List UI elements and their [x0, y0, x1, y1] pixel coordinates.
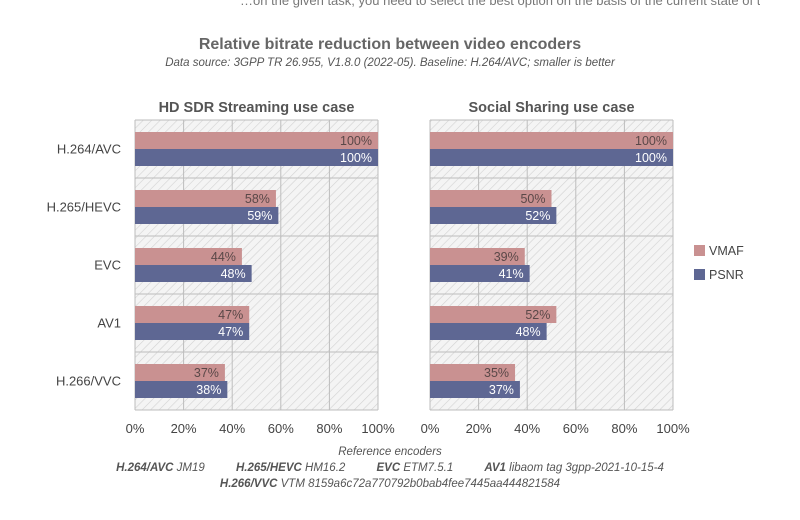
- x-tick-label: 0%: [421, 421, 440, 436]
- panel-title: HD SDR Streaming use case: [159, 100, 355, 116]
- encoder-evc: EVC ETM7.5.1: [376, 462, 454, 474]
- bar-value-label: 52%: [525, 308, 550, 322]
- bar-value-label: 100%: [635, 134, 667, 148]
- bar-value-label: 50%: [520, 192, 545, 206]
- bar-psnr: [430, 381, 520, 398]
- bar-psnr: [135, 207, 279, 224]
- bar-vmaf: [135, 248, 242, 265]
- bar-value-label: 59%: [247, 209, 272, 223]
- bar-psnr: [430, 207, 557, 224]
- x-tick-label: 20%: [171, 421, 197, 436]
- encoder-vvc: H.266/VVC VTM 8159a6c72a770792b0bab4fee7…: [219, 478, 561, 490]
- bar-value-label: 100%: [340, 134, 372, 148]
- legend-swatch-psnr: [694, 269, 705, 280]
- bar-value-label: 48%: [516, 325, 541, 339]
- bar-value-label: 48%: [221, 267, 246, 281]
- encoder-avc: H.264/AVC JM19: [116, 462, 205, 474]
- x-tick-label: 80%: [316, 421, 342, 436]
- category-label: H.264/AVC: [57, 142, 121, 157]
- bar-vmaf: [135, 132, 378, 149]
- bar-vmaf: [430, 364, 516, 381]
- x-tick-label: 0%: [126, 421, 145, 436]
- encoder-hevc: H.265/HEVC HM16.2: [235, 462, 346, 474]
- legend-label-psnr: PSNR: [709, 268, 744, 282]
- x-tick-label: 80%: [611, 421, 637, 436]
- category-label: H.266/VVC: [56, 374, 121, 389]
- footer-encoders-row2: H.266/VVC VTM 8159a6c72a770792b0bab4fee7…: [0, 478, 780, 490]
- x-tick-label: 40%: [219, 421, 245, 436]
- bar-value-label: 47%: [218, 308, 243, 322]
- bar-vmaf: [430, 306, 557, 323]
- bar-value-label: 41%: [499, 267, 524, 281]
- encoder-av1: AV1 libaom tag 3gpp-2021-10-15-4: [484, 462, 664, 474]
- bar-vmaf: [430, 190, 552, 207]
- footer-encoders-row1: H.264/AVC JM19 H.265/HEVC HM16.2 EVC ETM…: [0, 462, 780, 474]
- category-label: EVC: [94, 258, 121, 273]
- bar-psnr: [430, 323, 547, 340]
- bar-value-label: 47%: [218, 325, 243, 339]
- bar-psnr: [430, 265, 530, 282]
- bar-value-label: 58%: [245, 192, 270, 206]
- chart-subtitle: Data source: 3GPP TR 26.955, V1.8.0 (202…: [165, 57, 615, 69]
- bar-vmaf: [135, 306, 250, 323]
- x-tick-label: 40%: [514, 421, 540, 436]
- bar-vmaf: [135, 190, 276, 207]
- panel-2: Social Sharing use case 0% 20% 40% 60% 80% 100…: [421, 100, 690, 436]
- bar-value-label: 52%: [525, 209, 550, 223]
- x-tick-label: 100%: [361, 421, 395, 436]
- bar-psnr: [135, 381, 228, 398]
- footer-heading: Reference encoders: [338, 446, 442, 458]
- bar-value-label: 38%: [196, 383, 221, 397]
- bar-vmaf: [430, 132, 673, 149]
- x-tick-label: 60%: [268, 421, 294, 436]
- bar-value-label: 44%: [211, 250, 236, 264]
- legend-swatch-vmaf: [694, 245, 705, 256]
- bar-vmaf: [135, 364, 225, 381]
- legend: VMAF PSNR: [694, 244, 744, 282]
- bar-value-label: 37%: [194, 366, 219, 380]
- bar-psnr: [135, 149, 378, 166]
- bar-psnr: [135, 265, 252, 282]
- panel-title: Social Sharing use case: [468, 100, 634, 116]
- legend-label-vmaf: VMAF: [709, 244, 744, 258]
- x-tick-label: 60%: [563, 421, 589, 436]
- x-tick-label: 100%: [656, 421, 690, 436]
- category-label: H.265/HEVC: [47, 200, 121, 215]
- bar-psnr: [135, 323, 250, 340]
- x-tick-label: 20%: [466, 421, 492, 436]
- bar-value-label: 35%: [484, 366, 509, 380]
- category-label: AV1: [97, 316, 121, 331]
- bar-value-label: 37%: [489, 383, 514, 397]
- chart-title: Relative bitrate reduction between video…: [198, 36, 582, 53]
- bar-value-label: 100%: [635, 151, 667, 165]
- cropped-top-text: …on the given task, you need to select t…: [240, 0, 760, 8]
- bar-vmaf: [430, 248, 525, 265]
- bar-value-label: 39%: [494, 250, 519, 264]
- panel-1: HD SDR Streaming use case 0% 20% 40% 60% 80% 1…: [47, 100, 395, 436]
- bar-value-label: 100%: [340, 151, 372, 165]
- bar-psnr: [430, 149, 673, 166]
